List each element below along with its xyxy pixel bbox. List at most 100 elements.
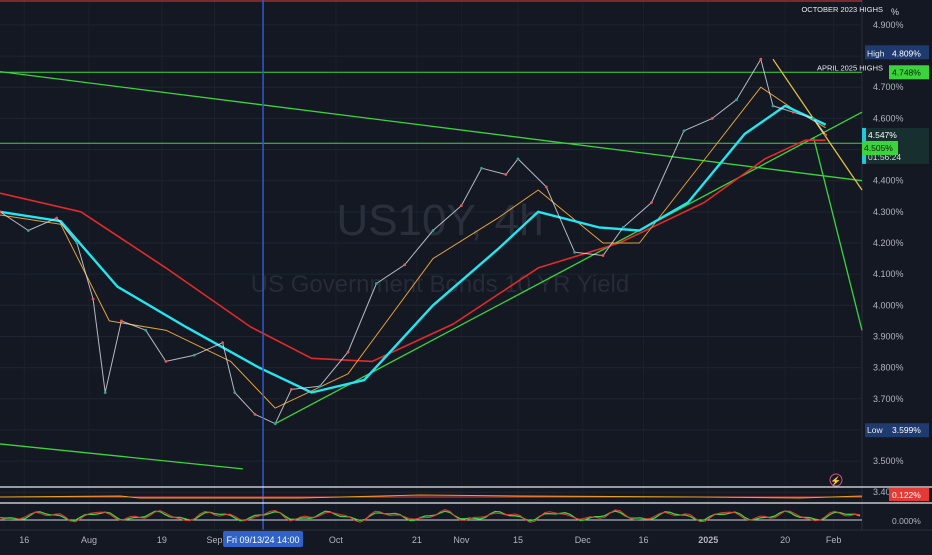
price-point[interactable]: [233, 391, 237, 394]
price-point[interactable]: [480, 166, 483, 170]
x-tick-label: 16: [638, 535, 648, 545]
price-point[interactable]: [120, 319, 123, 323]
y-tick-label: 4.400%: [873, 176, 904, 186]
april-value-box: [889, 65, 929, 80]
price-point[interactable]: [544, 185, 548, 189]
percent-toggle-button[interactable]: %: [891, 7, 900, 17]
x-tick-label: Feb: [826, 535, 842, 545]
price-point[interactable]: [144, 328, 148, 332]
y-tick-label: 3.800%: [873, 363, 904, 373]
high-value-label: 4.809%: [892, 48, 921, 58]
x-tick-label: Oct: [329, 535, 344, 545]
low-value-label: 3.599%: [892, 425, 921, 435]
price-point[interactable]: [812, 116, 815, 120]
y-tick-label: 4.100%: [873, 269, 904, 279]
high-tag-label: High: [867, 48, 885, 58]
price-point[interactable]: [0, 210, 2, 214]
price-point[interactable]: [791, 110, 795, 114]
level-value-box: [862, 140, 898, 155]
price-point[interactable]: [710, 116, 714, 120]
price-point[interactable]: [192, 353, 196, 357]
ma-orange-line[interactable]: [0, 86, 826, 409]
description-watermark: US Government Bonds 10 YR Yield: [251, 271, 629, 298]
trendline[interactable]: [812, 136, 863, 331]
low-tag-label: Low: [867, 425, 883, 435]
countdown-label: 01:56:24: [868, 152, 901, 162]
low-value-box: [889, 423, 929, 438]
y-tick-label: 4.700%: [873, 82, 904, 92]
price-point[interactable]: [164, 359, 168, 363]
price-point[interactable]: [516, 157, 520, 161]
x-tick-label: 2025: [698, 535, 718, 545]
y-tick-label: 4.200%: [873, 238, 904, 248]
x-tick-label: 19: [157, 535, 167, 545]
price-point[interactable]: [374, 282, 378, 285]
high-value-box: [889, 45, 929, 60]
price-point[interactable]: [650, 201, 653, 204]
y-tick-label: 4.600%: [873, 113, 904, 123]
price-point[interactable]: [346, 350, 350, 354]
y-tick-label: 3.900%: [873, 331, 904, 341]
x-tick-label: Aug: [81, 535, 97, 545]
y-tick-label: 4.900%: [873, 20, 904, 30]
price-point[interactable]: [735, 98, 738, 102]
indicator1-line[interactable]: [0, 494, 863, 499]
lightning-icon[interactable]: [829, 473, 843, 487]
trendline[interactable]: [0, 443, 243, 470]
price-point[interactable]: [431, 229, 435, 232]
indicator1-value-label: 0.122%: [892, 490, 921, 500]
x-tick-label: Nov: [453, 535, 470, 545]
ma-cyan-line[interactable]: [0, 104, 827, 394]
price-point[interactable]: [253, 412, 257, 416]
crosshair-date-box: [223, 531, 304, 547]
indicator2-value-label: 0.000%: [892, 516, 921, 526]
price-point[interactable]: [91, 297, 95, 301]
x-tick-label: 20: [780, 535, 790, 545]
y-tick-label: 4.300%: [873, 207, 904, 217]
x-tick-label: Dec: [575, 535, 592, 545]
x-tick-label: 21: [412, 535, 422, 545]
y-tick-label: 3.400%: [873, 487, 904, 497]
price-point[interactable]: [221, 341, 224, 345]
current-price-label: 4.547%: [868, 130, 897, 140]
price-point[interactable]: [55, 216, 59, 220]
y-tick-label: 4.000%: [873, 300, 904, 310]
price-point[interactable]: [771, 104, 775, 108]
horizontal-line-label: APRIL 2025 HIGHS: [817, 63, 883, 72]
x-tick-label: Sep: [206, 535, 222, 545]
price-point[interactable]: [103, 391, 107, 394]
y-tick-label: 3.700%: [873, 394, 904, 404]
lightning-icon-glyph: ⚡: [830, 475, 841, 487]
horizontal-line-label: OCTOBER 2023 HIGHS: [801, 5, 883, 14]
price-point[interactable]: [289, 388, 293, 391]
price-point[interactable]: [621, 226, 625, 229]
level-value-label: 4.505%: [864, 143, 893, 153]
indicator1-value-box: [889, 488, 929, 501]
price-point[interactable]: [759, 57, 763, 61]
price-point[interactable]: [459, 204, 463, 208]
low-tag-box: [865, 423, 889, 438]
symbol-watermark: US10Y, 4h: [336, 196, 543, 245]
price-point[interactable]: [504, 173, 508, 176]
price-point[interactable]: [26, 229, 30, 232]
trendline[interactable]: [0, 71, 863, 182]
price-point[interactable]: [573, 250, 577, 254]
price-point[interactable]: [273, 422, 277, 426]
price-point[interactable]: [601, 254, 605, 257]
price-point[interactable]: [318, 384, 322, 388]
price-point[interactable]: [824, 133, 827, 137]
x-tick-label: 15: [513, 535, 523, 545]
indicator2-signal-line[interactable]: [0, 508, 861, 523]
y-tick-label: 3.500%: [873, 456, 904, 466]
ma-red-line[interactable]: [0, 139, 826, 363]
price-point[interactable]: [403, 263, 407, 267]
crosshair-date-label: Fri 09/13/24 14:00: [227, 535, 300, 545]
price-point[interactable]: [75, 241, 79, 245]
april-value-label: 4.748%: [892, 67, 921, 77]
price-axis-panel: [862, 0, 932, 550]
high-tag-box: [865, 45, 893, 60]
x-tick-label: 16: [19, 535, 29, 545]
price-point[interactable]: [682, 129, 686, 133]
